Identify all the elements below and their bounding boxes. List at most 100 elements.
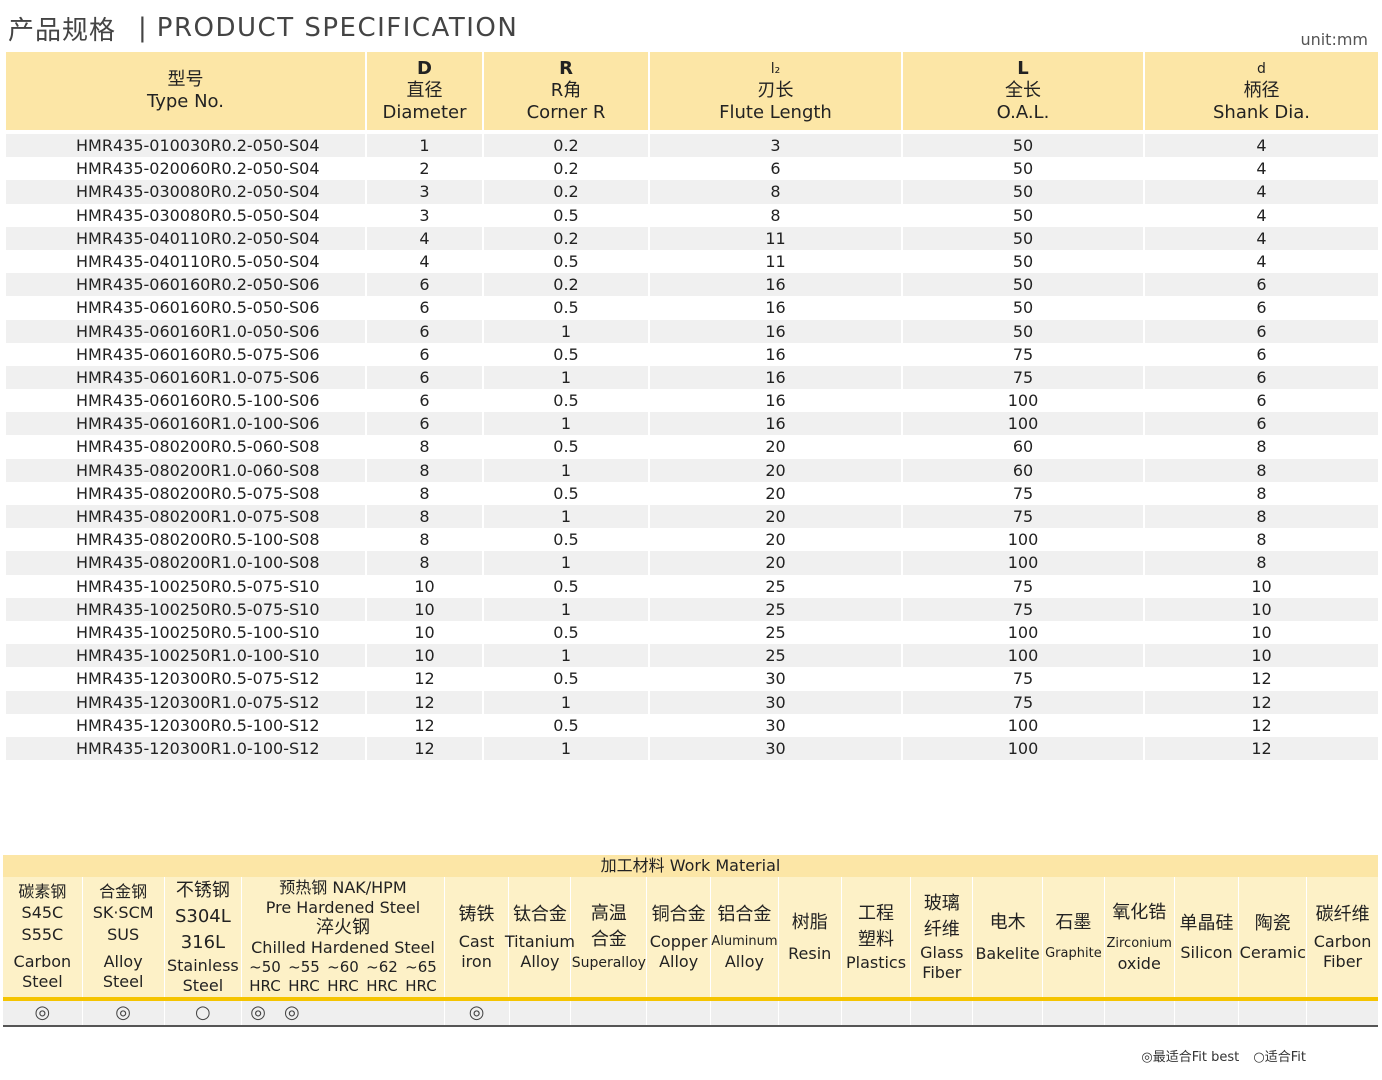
material-hardened-steel: 预热钢 NAK/HPM Pre Hardened Steel 淬火钢 Chill… bbox=[242, 877, 445, 997]
material-stainless-steel: 不锈钢 S304L 316L Stainless Steel bbox=[165, 877, 243, 997]
flute-length-cell: 20 bbox=[650, 435, 903, 459]
table-row: HMR435-120300R0.5-100-S12 12 0.5 30 100 12 bbox=[6, 713, 1378, 737]
diameter-cell: 8 bbox=[367, 435, 484, 459]
flute-length-cell: 16 bbox=[650, 389, 903, 413]
table-row: HMR435-060160R1.0-075-S06 6 1 16 75 6 bbox=[6, 365, 1378, 390]
shank-dia-cell: 4 bbox=[1256, 251, 1267, 271]
flute-length-cell: 16 bbox=[650, 365, 903, 390]
type-no-cell: HMR435-030080R0.2-050-S04 bbox=[6, 180, 367, 204]
corner-r-cell: 0.2 bbox=[484, 226, 650, 250]
work-material-title: 加工材料 Work Material bbox=[3, 855, 1378, 877]
title-en: PRODUCT SPECIFICATION bbox=[156, 13, 519, 43]
type-no-cell: HMR435-060160R0.5-100-S06 bbox=[6, 389, 367, 413]
table-row: HMR435-020060R0.2-050-S04 2 0.2 6 50 4 bbox=[6, 157, 1378, 181]
type-no-cell: HMR435-100250R0.5-100-S10 bbox=[6, 620, 367, 645]
type-no-cell: HMR435-060160R1.0-100-S06 bbox=[6, 412, 367, 436]
corner-r-cell: 0.5 bbox=[484, 435, 650, 459]
shank-dia-cell: 12 bbox=[1251, 715, 1272, 735]
material-en: oxide bbox=[1117, 954, 1161, 973]
material-en: Steel bbox=[102, 972, 144, 991]
flute-length-cell: 30 bbox=[650, 736, 903, 761]
diameter-cell: 3 bbox=[367, 203, 484, 227]
type-no-cell: HMR435-060160R1.0-050-S06 bbox=[6, 319, 367, 343]
corner-r-cell: 0.5 bbox=[484, 203, 650, 227]
diameter-cell: 10 bbox=[367, 620, 484, 645]
corner-r-cell: 0.5 bbox=[484, 296, 650, 320]
fit-best-icon: ◎ bbox=[115, 1002, 131, 1023]
type-no-cell: HMR435-100250R0.5-075-S10 bbox=[6, 597, 367, 621]
material-cn: 预热钢 NAK/HPM bbox=[279, 878, 407, 897]
oal-cell: 100 bbox=[903, 528, 1145, 552]
legend-fit: ○适合Fit bbox=[1253, 1050, 1306, 1065]
material-superalloy: 高温 合金 Superalloy bbox=[571, 877, 648, 997]
shank-dia-cell: 6 bbox=[1256, 298, 1267, 318]
type-no-cell: HMR435-060160R0.2-050-S06 bbox=[6, 273, 367, 297]
type-no-cell: HMR435-010030R0.2-050-S04 bbox=[6, 134, 367, 158]
fit-best-icon: ◎ bbox=[468, 1002, 485, 1023]
header-cn: 型号 bbox=[167, 69, 204, 90]
material-en: iron bbox=[461, 952, 492, 971]
header-symbol: R bbox=[559, 58, 573, 79]
material-glass-fiber: 玻璃 纤维 Glass Fiber bbox=[911, 877, 974, 997]
table-row: HMR435-120300R1.0-100-S12 12 1 30 100 12 bbox=[6, 736, 1378, 761]
header-flute-length: l₂ 刃长 Flute Length bbox=[650, 52, 903, 130]
hrc-unit: HRC bbox=[249, 977, 281, 995]
corner-r-cell: 0.5 bbox=[484, 667, 650, 691]
material-cn: 高温 bbox=[590, 903, 627, 924]
material-en: Resin bbox=[788, 944, 832, 963]
table-row: HMR435-030080R0.2-050-S04 3 0.2 8 50 4 bbox=[6, 180, 1378, 204]
spec-table: 型号 Type No. D 直径 Diameter R R角 Corner R … bbox=[6, 52, 1378, 761]
material-en: Fiber bbox=[922, 963, 962, 982]
material-en: Alloy bbox=[659, 952, 699, 971]
shank-dia-cell: 8 bbox=[1256, 437, 1267, 457]
table-row: HMR435-080200R1.0-075-S08 8 1 20 75 8 bbox=[6, 505, 1378, 529]
oal-cell: 50 bbox=[903, 226, 1145, 250]
oal-cell: 100 bbox=[903, 389, 1145, 413]
header-en: Diameter bbox=[382, 102, 467, 123]
flute-length-cell: 25 bbox=[650, 644, 903, 668]
diameter-cell: 12 bbox=[367, 736, 484, 761]
type-no-cell: HMR435-080200R1.0-100-S08 bbox=[6, 551, 367, 575]
type-no-cell: HMR435-030080R0.5-050-S04 bbox=[6, 203, 367, 227]
diameter-cell: 4 bbox=[367, 249, 484, 274]
oal-cell: 75 bbox=[903, 342, 1145, 366]
shank-dia-cell: 8 bbox=[1256, 530, 1267, 550]
material-cn: 玻璃 bbox=[923, 893, 960, 914]
hrc-unit: HRC bbox=[327, 977, 359, 995]
header-cn: 柄径 bbox=[1243, 80, 1280, 101]
type-no-cell: HMR435-120300R1.0-100-S12 bbox=[6, 736, 367, 761]
hrc-range: ~60 bbox=[327, 958, 359, 976]
shank-dia-cell: 6 bbox=[1256, 414, 1267, 434]
shank-dia-cell: 10 bbox=[1251, 599, 1272, 619]
shank-dia-cell: 10 bbox=[1251, 646, 1272, 666]
corner-r-cell: 0.2 bbox=[484, 157, 650, 181]
material-en: Graphite bbox=[1045, 946, 1102, 961]
material-en: Bakelite bbox=[975, 944, 1040, 963]
material-en: Copper bbox=[649, 932, 708, 951]
oal-cell: 100 bbox=[903, 412, 1145, 436]
material-grade: SUS bbox=[107, 925, 140, 944]
material-alloy-steel: 合金钢 SK·SCM SUS Alloy Steel bbox=[83, 877, 165, 997]
material-resin: 树脂 Resin bbox=[779, 877, 842, 997]
shank-dia-cell: 4 bbox=[1256, 136, 1267, 155]
material-silicon: 单晶硅 Silicon bbox=[1175, 877, 1240, 997]
oal-cell: 100 bbox=[903, 713, 1145, 737]
material-grade: S304L bbox=[174, 906, 231, 927]
header-en: Shank Dia. bbox=[1212, 102, 1311, 123]
diameter-cell: 12 bbox=[367, 667, 484, 691]
flute-length-cell: 25 bbox=[650, 620, 903, 645]
flute-length-cell: 20 bbox=[650, 551, 903, 575]
table-row: HMR435-040110R0.5-050-S04 4 0.5 11 50 4 bbox=[6, 249, 1378, 274]
corner-r-cell: 1 bbox=[484, 690, 650, 714]
type-no-cell: HMR435-120300R1.0-075-S12 bbox=[6, 690, 367, 714]
flute-length-cell: 30 bbox=[650, 713, 903, 737]
flute-length-cell: 20 bbox=[650, 458, 903, 482]
flute-length-cell: 3 bbox=[650, 134, 903, 158]
material-cn: 石墨 bbox=[1055, 912, 1092, 933]
diameter-cell: 6 bbox=[367, 296, 484, 320]
material-en: Pre Hardened Steel bbox=[265, 898, 421, 917]
material-en: Alloy bbox=[520, 952, 560, 971]
material-plastics: 工程 塑料 Plastics bbox=[842, 877, 912, 997]
material-carbon-steel: 碳素钢 S45C S55C Carbon Steel bbox=[3, 877, 83, 997]
table-row: HMR435-060160R0.5-100-S06 6 0.5 16 100 6 bbox=[6, 389, 1378, 413]
